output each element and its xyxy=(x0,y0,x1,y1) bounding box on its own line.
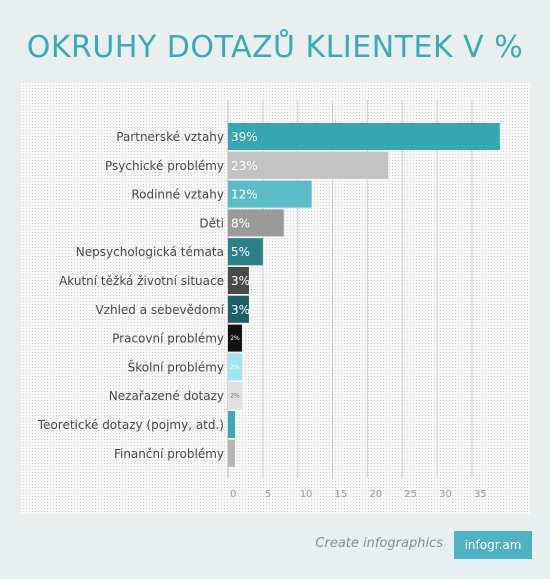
x-tick-label: 15 xyxy=(335,489,348,500)
bar-6 xyxy=(228,267,249,294)
category-label: Rodinné vztahy xyxy=(131,188,224,202)
value-label: 23% xyxy=(231,159,258,173)
x-tick-label: 25 xyxy=(404,489,417,500)
x-tick-label: 30 xyxy=(439,489,452,500)
value-label: 3% xyxy=(231,303,250,317)
category-label: Děti xyxy=(199,216,224,230)
value-label: 3% xyxy=(231,274,250,288)
category-label: Partnerské vztahy xyxy=(116,130,224,144)
category-label: Psychické problémy xyxy=(105,159,224,173)
bar-7 xyxy=(228,295,249,323)
category-label: Nezařazené dotazy xyxy=(109,389,224,403)
value-label: 8% xyxy=(231,216,250,230)
category-label: Teoretické dotazy (pojmy, atd.) xyxy=(37,418,224,432)
bar-10 xyxy=(228,382,242,410)
category-label: Pracovní problémy xyxy=(112,332,224,346)
bar-4 xyxy=(228,209,284,237)
value-label: 2% xyxy=(230,335,240,342)
bar-12 xyxy=(228,439,235,467)
x-tick-label: 0 xyxy=(230,489,236,500)
chart-panel: Partnerské vztahy 39% Psychické problémy 23… xyxy=(20,82,530,514)
category-label: Nepsychologická témata xyxy=(76,245,224,259)
x-tick-label: 20 xyxy=(369,489,382,500)
x-tick-label: 35 xyxy=(474,489,487,500)
category-label: Vzhled a sebevědomí xyxy=(95,303,224,317)
bar-2 xyxy=(228,151,389,179)
bar-1 xyxy=(228,123,500,150)
category-label: Akutní těžká životní situace xyxy=(59,274,224,288)
bar-11 xyxy=(228,411,235,438)
value-label: 2% xyxy=(230,364,240,371)
bar-8 xyxy=(228,324,242,352)
value-label: 5% xyxy=(231,245,250,259)
bar-9 xyxy=(228,353,242,381)
x-tick-label: 5 xyxy=(265,489,271,500)
bar-chart: Partnerské vztahy 39% Psychické problémy 23… xyxy=(20,82,530,514)
footer-badge[interactable]: infogr.am xyxy=(454,531,532,559)
footer-text: Create infographics xyxy=(315,536,443,551)
category-label: Školní problémy xyxy=(128,359,224,374)
value-label: 2% xyxy=(230,393,240,400)
bar-3 xyxy=(228,180,312,208)
chart-title: OKRUHY DOTAZŮ KLIENTEK V % xyxy=(26,30,524,65)
value-label: 39% xyxy=(231,130,258,144)
value-label: 12% xyxy=(231,188,258,202)
bar-5 xyxy=(228,238,263,266)
x-tick-label: 10 xyxy=(300,489,313,500)
category-label: Finanční problémy xyxy=(114,447,224,461)
